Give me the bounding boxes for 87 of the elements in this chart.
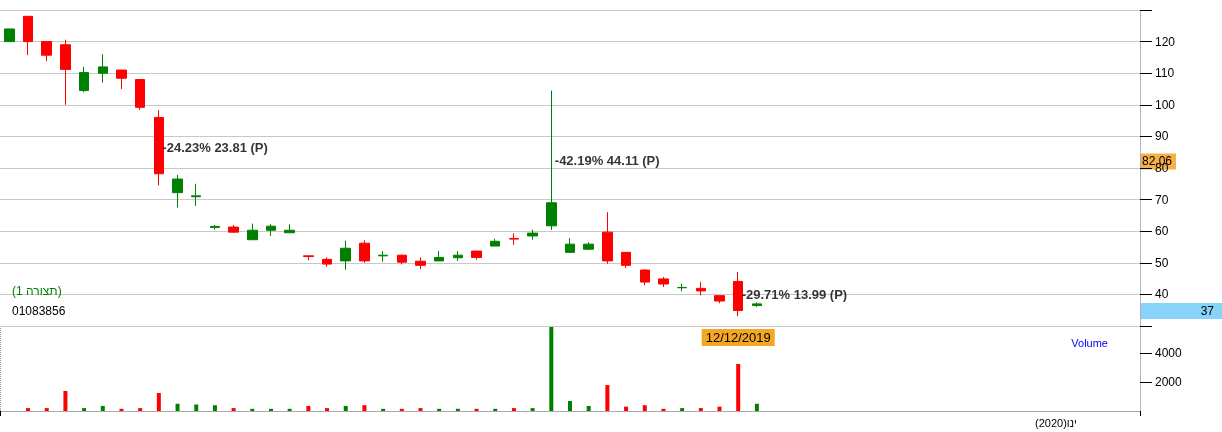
y-tick-label: 40 <box>1155 287 1169 302</box>
bar <box>212 405 217 411</box>
candlestick <box>359 239 370 264</box>
bar <box>605 385 610 411</box>
bar <box>325 408 330 411</box>
bar <box>586 405 591 411</box>
candlestick <box>714 295 725 304</box>
bar <box>698 408 703 411</box>
candlestick <box>303 255 314 261</box>
y-tick-label: 120 <box>1155 34 1176 49</box>
bar <box>306 405 311 411</box>
candlestick <box>453 250 463 262</box>
bar <box>680 408 685 411</box>
y-tick-label: 70 <box>1155 192 1169 207</box>
candlestick <box>247 223 258 241</box>
candlestick <box>583 241 594 251</box>
y-tick-label: 4000 <box>1155 345 1183 360</box>
bar <box>231 408 236 411</box>
candlestick <box>434 250 444 262</box>
candlestick <box>509 232 519 246</box>
bar <box>418 408 423 411</box>
bar <box>568 400 572 411</box>
annotation: 01083856 <box>12 304 66 318</box>
bar <box>82 408 87 411</box>
candlestick <box>135 79 145 111</box>
candlestick <box>210 224 220 231</box>
y-tick-label: 110 <box>1155 66 1175 81</box>
x-tick-label: 12/12/2019 <box>705 330 771 345</box>
candlestick <box>471 250 482 261</box>
candlestick <box>98 53 108 84</box>
bar <box>362 405 367 411</box>
y-tick-label: 60 <box>1155 224 1169 239</box>
bar <box>194 404 199 411</box>
candlestick <box>752 301 762 308</box>
candlestick <box>677 283 687 292</box>
bar <box>44 408 49 411</box>
bar <box>624 406 629 411</box>
candlestick <box>340 240 351 271</box>
candlestick <box>154 109 164 186</box>
candlestick <box>415 256 426 270</box>
bar <box>642 405 647 411</box>
candlestick <box>116 69 127 90</box>
candlestick <box>191 183 201 207</box>
bar <box>549 326 554 411</box>
candlestick <box>696 281 706 296</box>
candlestick <box>378 250 388 263</box>
y-tick-label: 100 <box>1155 97 1176 112</box>
bar <box>100 405 105 411</box>
candlestick <box>23 15 33 56</box>
y-axis-title: Volume <box>1071 336 1108 349</box>
bar <box>530 408 535 411</box>
candlestick <box>546 90 557 231</box>
annotation: (תצורה 1) <box>12 284 62 298</box>
bar <box>138 408 143 411</box>
bar <box>343 405 348 411</box>
bar <box>736 364 741 411</box>
candlestick <box>490 238 500 247</box>
candlestick <box>397 254 407 265</box>
bar <box>175 403 180 411</box>
y-tick-label: 90 <box>1155 129 1169 144</box>
candlestick <box>322 256 332 268</box>
bar <box>26 408 31 411</box>
candlestick <box>266 223 276 237</box>
candlestick <box>565 237 575 253</box>
candlestick <box>4 28 15 43</box>
bar <box>156 393 161 411</box>
candlestick <box>602 211 613 265</box>
candlestick <box>733 271 743 317</box>
candlestick <box>621 251 631 269</box>
text: -42.19% 44.11 (P) <box>554 152 660 168</box>
candlestick <box>172 174 183 208</box>
text: 37 <box>1200 304 1215 318</box>
bar <box>717 406 722 411</box>
candlestick <box>41 41 52 62</box>
y-tick-label: 2000 <box>1155 374 1183 389</box>
candlestick <box>79 66 89 93</box>
candlestick <box>60 39 71 106</box>
candlestick <box>527 229 538 241</box>
bar <box>511 408 516 411</box>
bar <box>63 390 68 411</box>
x-tick-label: ינו(2020) <box>1034 416 1077 429</box>
y-tick-label: 50 <box>1155 255 1169 270</box>
candlestick <box>658 276 669 288</box>
bar <box>754 403 759 411</box>
candlestick <box>640 268 650 286</box>
candlestick <box>284 223 295 234</box>
candlestick <box>228 224 239 234</box>
